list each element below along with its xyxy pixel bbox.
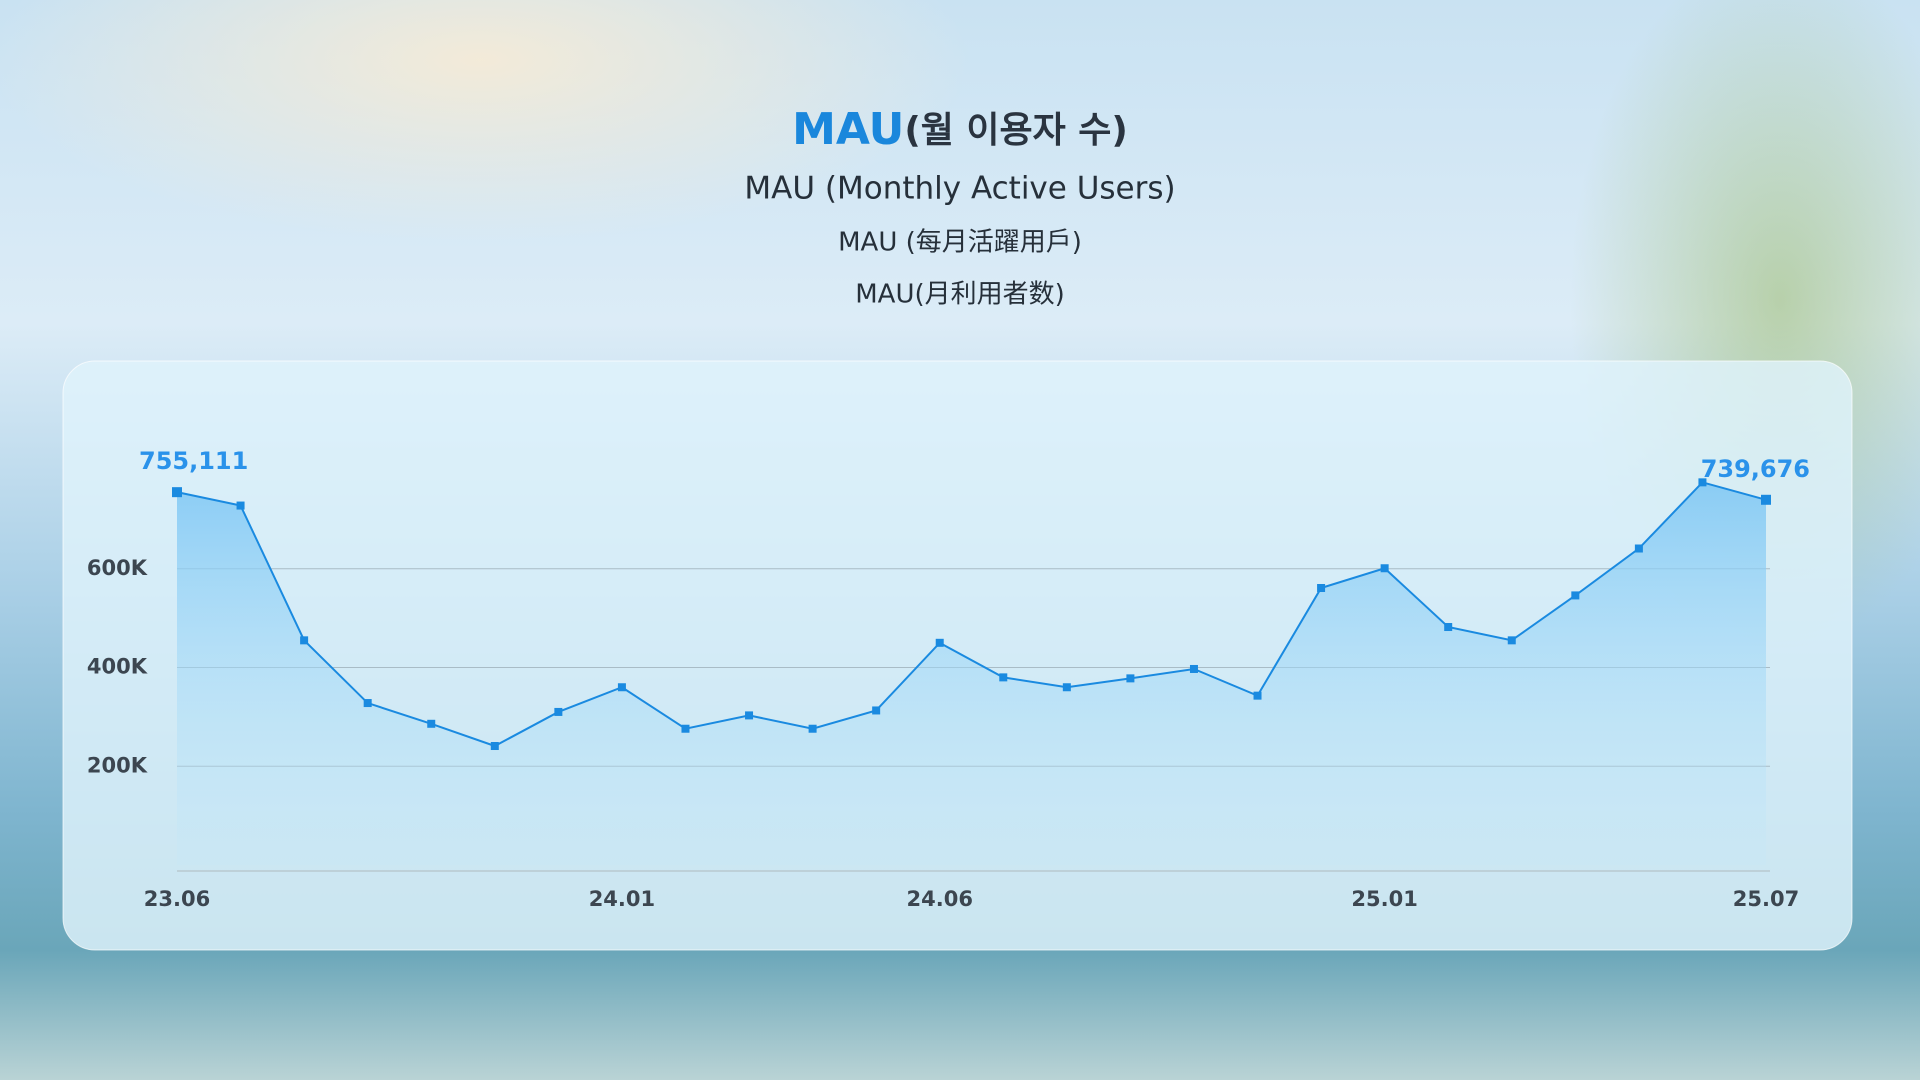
point bbox=[1761, 494, 1771, 505]
x-tick-label: 25.01 bbox=[1351, 887, 1417, 911]
point bbox=[745, 711, 754, 720]
point bbox=[1189, 664, 1198, 673]
value-label: 739,676 bbox=[1701, 455, 1810, 483]
point bbox=[427, 719, 436, 728]
point bbox=[490, 742, 499, 751]
subtitle: MAU (Monthly Active Users) bbox=[744, 171, 1175, 207]
point bbox=[1571, 591, 1580, 600]
y-tick-label: 600K bbox=[87, 556, 148, 580]
x-tick-label: 23.06 bbox=[144, 887, 210, 911]
point bbox=[1698, 478, 1707, 487]
point bbox=[172, 487, 182, 498]
point bbox=[681, 724, 690, 733]
title-highlight: MAU bbox=[792, 104, 904, 155]
point bbox=[935, 638, 944, 647]
chart-title: MAU(월 이용자 수) bbox=[792, 104, 1128, 155]
point bbox=[1380, 564, 1389, 573]
area bbox=[177, 482, 1766, 865]
line bbox=[176, 481, 1767, 748]
point bbox=[1062, 683, 1071, 692]
x-tick-label: 24.01 bbox=[589, 887, 655, 911]
point bbox=[872, 706, 881, 715]
point bbox=[300, 636, 309, 645]
point bbox=[1444, 623, 1453, 632]
point bbox=[999, 673, 1008, 682]
point bbox=[1317, 584, 1326, 593]
x-tick-label: 25.07 bbox=[1733, 887, 1799, 911]
point bbox=[1507, 636, 1516, 645]
point bbox=[808, 724, 817, 733]
subtitle: MAU(月利用者数) bbox=[855, 280, 1065, 310]
y-tick-label: 400K bbox=[87, 655, 148, 679]
subtitle: MAU (每月活躍用戶) bbox=[838, 228, 1082, 258]
point bbox=[236, 501, 245, 510]
point bbox=[554, 707, 563, 716]
point bbox=[1634, 544, 1643, 553]
point bbox=[1253, 691, 1262, 700]
x-tick-label: 24.06 bbox=[907, 887, 973, 911]
title-text: (월 이용자 수) bbox=[904, 110, 1128, 151]
point bbox=[363, 699, 372, 708]
point bbox=[1126, 674, 1135, 683]
y-tick-label: 200K bbox=[87, 753, 148, 777]
point bbox=[617, 683, 626, 692]
value-label: 755,111 bbox=[139, 447, 248, 475]
